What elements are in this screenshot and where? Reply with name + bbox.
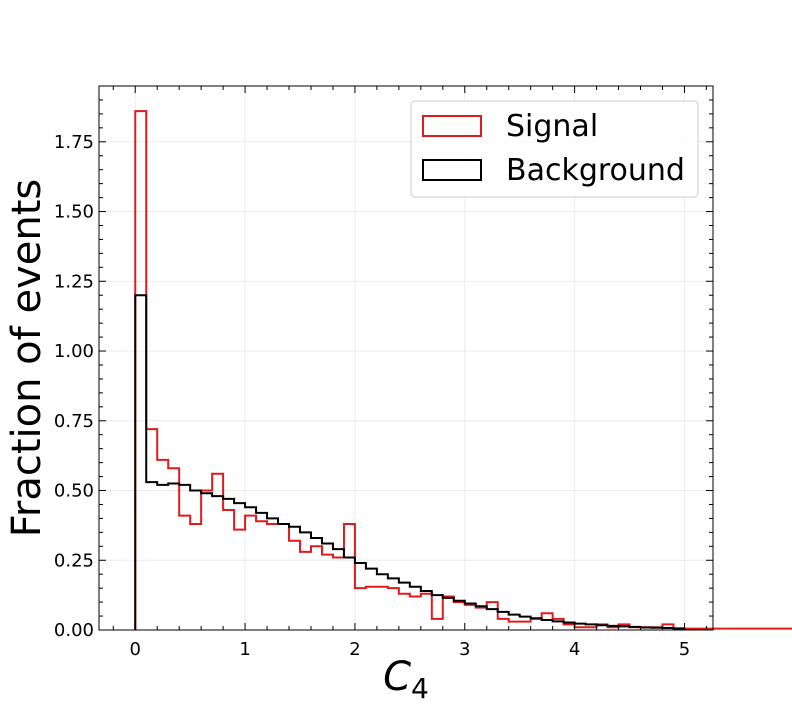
x-tick-label: 5 (679, 639, 690, 660)
y-axis-title: Fraction of events (4, 179, 50, 537)
x-axis-title-subscript: 4 (411, 672, 429, 705)
legend-signal-label: Signal (506, 109, 598, 144)
y-tick-label: 0.00 (54, 620, 94, 641)
histogram-step-background (134, 294, 686, 630)
x-axis-title-base: C (383, 654, 411, 700)
y-tick-label: 1.00 (54, 341, 94, 362)
x-tick-label: 3 (459, 639, 470, 660)
axis-tick-labels: 0 1 2 3 4 5 0.00 0.25 0.50 0.75 1.00 1.25 1.50 1.75 (54, 132, 690, 660)
x-tick-label: 1 (239, 639, 250, 660)
x-tick-label: 4 (569, 639, 580, 660)
x-tick-label: 2 (349, 639, 360, 660)
x-axis-title: C4 (383, 654, 429, 705)
legend-background-swatch (422, 159, 482, 181)
axis-ticks (99, 85, 713, 631)
x-tick-label: 0 (130, 639, 141, 660)
histogram-step-signal (134, 110, 792, 630)
y-tick-label: 1.50 (54, 202, 94, 223)
y-tick-label: 0.75 (54, 411, 94, 432)
legend-signal-swatch (422, 115, 482, 137)
y-tick-label: 0.50 (54, 481, 94, 502)
y-tick-label: 1.25 (54, 271, 94, 292)
series-layer (134, 110, 792, 630)
y-tick-label: 0.25 (54, 550, 94, 571)
legend-background-label: Background (506, 153, 685, 188)
y-tick-label: 1.75 (54, 132, 94, 153)
legend-box (410, 100, 699, 198)
plot-frame (98, 85, 714, 631)
legend: Signal Background (410, 100, 699, 198)
